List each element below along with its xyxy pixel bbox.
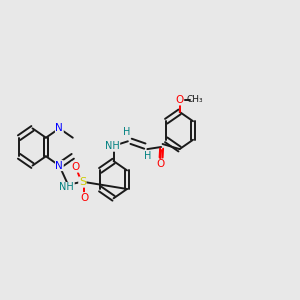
Text: H: H [123, 127, 130, 137]
Text: N: N [56, 160, 63, 171]
Text: O: O [176, 95, 184, 105]
Text: S: S [79, 177, 86, 187]
Text: N: N [56, 123, 63, 134]
Text: O: O [156, 159, 164, 170]
Text: NH: NH [105, 141, 120, 151]
Text: O: O [81, 193, 89, 203]
Text: O: O [71, 162, 80, 172]
Text: NH: NH [59, 182, 74, 193]
Text: CH₃: CH₃ [187, 95, 203, 104]
Text: H: H [144, 151, 152, 161]
